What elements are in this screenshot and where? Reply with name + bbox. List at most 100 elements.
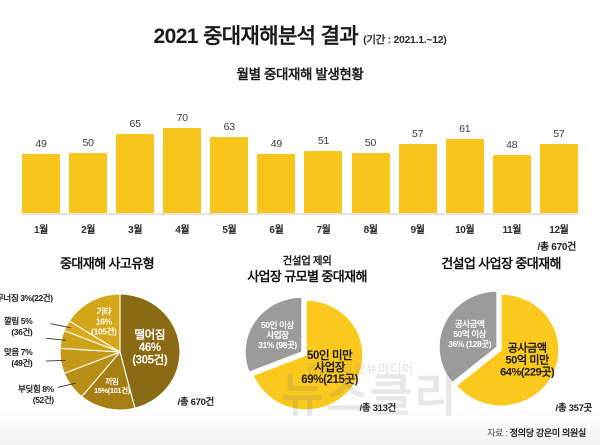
- bar-rect: [398, 144, 437, 214]
- source-name: 정의당 강은미 의원실: [509, 428, 587, 438]
- pie-slice-기타: [68, 293, 121, 353]
- main-title-text: 2021 중대재해분석 결과: [153, 25, 359, 48]
- pie-slice-under-50: [252, 299, 364, 411]
- bar-value-label: 57: [553, 128, 565, 140]
- pie-label-line: 맞음 7%: [4, 347, 33, 357]
- bar-axis-label: 4월: [175, 225, 190, 236]
- bar-value-label: 49: [35, 138, 47, 150]
- construction-pie: 공사금액 50억 미만 64%(229곳) 공사금액 50억 이상 36% (128곳): [436, 289, 566, 414]
- bar-value-label: 61: [459, 123, 471, 135]
- pie-label-over50-1: 50인 이상: [261, 320, 294, 330]
- bar-chart-total-label: /총 670건: [537, 242, 576, 253]
- bar-axis-label: 5월: [222, 225, 237, 236]
- pie-label-line: 깔림 5%: [4, 316, 33, 326]
- pie-label-under5b-2: 50억 미만: [506, 352, 550, 366]
- bar-value-label: 70: [176, 112, 188, 124]
- pie-label-line: (49건): [11, 358, 33, 368]
- bar-chart-x-axis-labels: 1월 2월 3월 4월 5월 6월 7월 8월 9월 10월 11월 12월: [22, 221, 578, 236]
- pie-slice-끼임: [80, 350, 136, 411]
- accident-type-total-label: /총 670건: [177, 397, 214, 408]
- page-title: 2021 중대재해분석 결과 (기간 : 2021.1.~12): [0, 20, 600, 50]
- pie-leader-line: [45, 359, 66, 362]
- bar-rect: [22, 154, 60, 214]
- bar-column: 50: [351, 106, 390, 214]
- bar-column: 49: [257, 106, 296, 214]
- bar-column: 65: [116, 106, 155, 214]
- bar-rect: [445, 139, 484, 214]
- bar-value-label: 48: [506, 139, 518, 151]
- pie-label-line: (52건): [32, 395, 54, 405]
- bar-value-label: 49: [270, 138, 283, 150]
- bar-column: 70: [163, 106, 202, 214]
- bar-axis-label: 3월: [128, 225, 143, 236]
- panel-workplace-size: 건설업 제외 사업장 규모별 중대재해 50인 미만 사업장 69%(215곳) 50…: [212, 255, 402, 430]
- bar-value-label: 50: [82, 137, 94, 149]
- bar-axis-label: 8월: [363, 225, 378, 236]
- pie-label-line: 무너짐 3%(22건): [0, 293, 53, 303]
- pie-label-under5b-1: 공사금액: [508, 340, 547, 354]
- pie-leader-line: [50, 323, 71, 329]
- bar-rect: [69, 153, 108, 214]
- pie-slice-label-caught-1: 끼임: [105, 376, 118, 386]
- pie-slice-label-etc-3: (105건): [91, 327, 117, 337]
- pie-slice-떨어짐: [119, 293, 181, 409]
- bar-chart-axis: [22, 213, 578, 215]
- source-note: 자료 : 정의당 강은미 의원실: [487, 426, 586, 439]
- panel-accident-type: 중대재해 사고유형 떨어짐 46% (305건) 끼임 15%(101건) 기타 16% (1…: [0, 255, 214, 430]
- bar-column: 63: [210, 106, 249, 214]
- workplace-size-total-label: /총 313건: [359, 403, 396, 414]
- pie-label-collision: 부딪힘 8% (52건): [18, 384, 54, 406]
- bar-rect: [351, 153, 390, 214]
- title-period-text: (기간 : 2021.1.~12): [363, 34, 447, 46]
- pie-leader-line: [46, 337, 67, 341]
- bar-axis-label: 11월: [502, 225, 522, 236]
- accident-type-title: 중대재해 사고유형: [60, 256, 155, 271]
- bar-axis-label: 2월: [81, 225, 96, 236]
- bar-value-label: 50: [364, 137, 377, 149]
- bar-value-label: 65: [129, 118, 141, 130]
- bar-value-label: 57: [411, 128, 424, 140]
- bar-column: 61: [445, 106, 484, 214]
- bar-axis-label: 9월: [410, 225, 425, 236]
- pie-label-collapse: 무너짐 3%(22건): [0, 293, 53, 304]
- pie-slice-label-etc-2: 16%: [96, 317, 113, 327]
- pie-slice-label-fall-1: 떨어짐: [134, 327, 165, 341]
- bar-axis-label: 1월: [34, 225, 48, 236]
- pie-label-line: (36건): [11, 327, 33, 337]
- pie-leader-line: [57, 382, 76, 388]
- bar-column: 51: [304, 106, 343, 214]
- pie-label-struck: 맞음 7% (49건): [4, 347, 33, 369]
- pie-label-over5b-2: 50억 이상: [453, 329, 486, 339]
- workplace-size-title: 사업장 규모별 중대재해: [247, 269, 367, 284]
- construction-title: 건설업 사업장 중대재해: [441, 256, 561, 271]
- panel-construction: 건설업 사업장 중대재해 공사금액 50억 미만 64%(229곳) 공사금액 50억 …: [404, 255, 598, 430]
- bar-column: 50: [69, 106, 108, 214]
- bar-series: 49 50 65 70 63 49 51 50 57 61 48 57: [22, 106, 578, 214]
- pie-slice-under-5b: [455, 293, 560, 407]
- bar-rect: [210, 137, 249, 214]
- pie-label-crushed: 깔림 5% (36건): [4, 316, 33, 338]
- pie-label-under5b-3: 64%(229곳): [500, 365, 555, 378]
- pie-label-under50-3: 69%(215곳): [301, 373, 358, 386]
- pie-label-under50-2: 사업장: [314, 360, 345, 374]
- bar-column: 49: [22, 106, 60, 214]
- bar-column: 57: [398, 106, 437, 214]
- pie-label-over5b-1: 공사금액: [455, 319, 485, 329]
- pie-label-line: 부딪힘 8%: [18, 384, 54, 394]
- bar-rect: [163, 128, 202, 214]
- pie-slice-label-fall-3: (305건): [132, 352, 168, 366]
- pie-label-over50-3: 31% (98곳): [258, 340, 297, 350]
- accident-type-pie: 떨어짐 46% (305건) 끼임 15%(101건) 기타 16% (105건) 무너짐 3…: [0, 290, 184, 418]
- bar-rect: [492, 155, 531, 214]
- pie-label-over50-2: 사업장: [266, 330, 289, 340]
- pie-label-under50-1: 50인 미만: [307, 348, 353, 362]
- bar-value-label: 51: [317, 135, 330, 147]
- pie-slice-over-50: [244, 296, 303, 374]
- bar-column: 57: [539, 106, 578, 214]
- pie-label-over5b-3: 36% (128곳): [448, 339, 492, 349]
- bar-rect: [257, 154, 296, 214]
